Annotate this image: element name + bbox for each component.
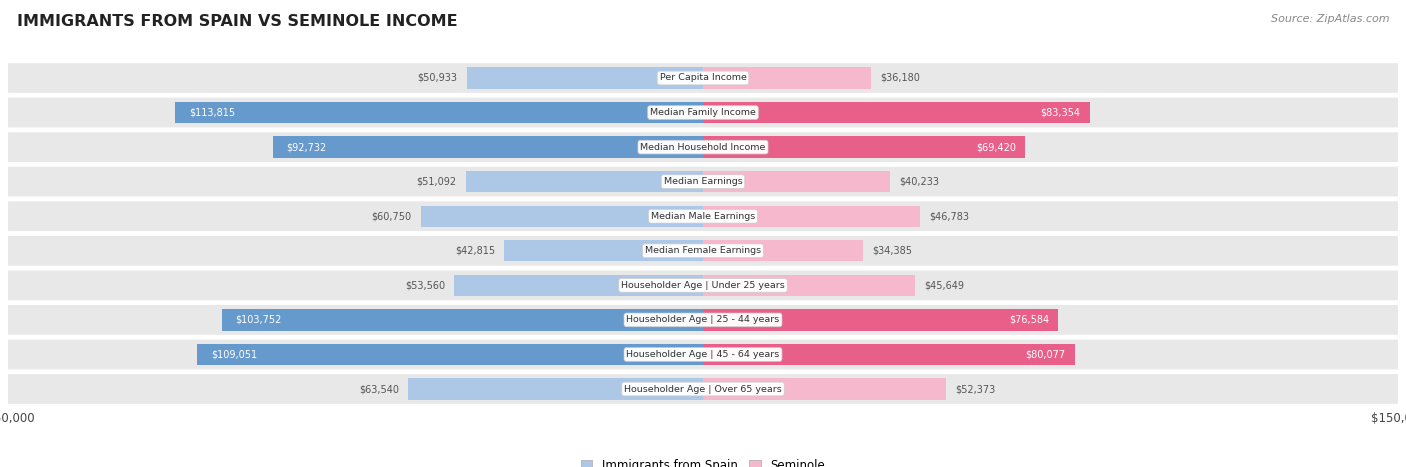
Text: $53,560: $53,560	[405, 280, 446, 290]
Text: IMMIGRANTS FROM SPAIN VS SEMINOLE INCOME: IMMIGRANTS FROM SPAIN VS SEMINOLE INCOME	[17, 14, 457, 29]
Text: $113,815: $113,815	[188, 107, 235, 118]
Bar	[703, 205, 920, 227]
Text: Median Male Earnings: Median Male Earnings	[651, 212, 755, 221]
Text: Source: ZipAtlas.com: Source: ZipAtlas.com	[1271, 14, 1389, 24]
Text: $63,540: $63,540	[359, 384, 399, 394]
Text: $34,385: $34,385	[872, 246, 912, 256]
Bar	[703, 136, 1025, 158]
Bar	[174, 102, 703, 123]
Bar	[703, 240, 862, 262]
Text: $51,092: $51,092	[416, 177, 457, 187]
Bar	[703, 67, 870, 89]
Bar	[703, 275, 915, 296]
Text: $36,180: $36,180	[880, 73, 920, 83]
FancyBboxPatch shape	[7, 97, 1399, 128]
Text: Median Household Income: Median Household Income	[640, 142, 766, 152]
Text: Median Earnings: Median Earnings	[664, 177, 742, 186]
Text: $60,750: $60,750	[371, 211, 412, 221]
Bar	[505, 240, 703, 262]
Bar	[197, 344, 703, 365]
FancyBboxPatch shape	[7, 269, 1399, 301]
Bar	[703, 171, 890, 192]
Bar	[408, 378, 703, 400]
Text: $50,933: $50,933	[418, 73, 457, 83]
Text: Householder Age | 25 - 44 years: Householder Age | 25 - 44 years	[627, 315, 779, 325]
Text: $80,077: $80,077	[1025, 349, 1066, 360]
Bar	[703, 378, 946, 400]
Bar	[273, 136, 703, 158]
Text: Median Family Income: Median Family Income	[650, 108, 756, 117]
Bar	[703, 309, 1059, 331]
FancyBboxPatch shape	[7, 235, 1399, 267]
FancyBboxPatch shape	[7, 339, 1399, 370]
Text: Per Capita Income: Per Capita Income	[659, 73, 747, 83]
Text: $42,815: $42,815	[456, 246, 495, 256]
Text: $103,752: $103,752	[236, 315, 283, 325]
Text: $45,649: $45,649	[924, 280, 965, 290]
Text: $69,420: $69,420	[976, 142, 1015, 152]
Text: Householder Age | 45 - 64 years: Householder Age | 45 - 64 years	[627, 350, 779, 359]
Text: $52,373: $52,373	[955, 384, 995, 394]
FancyBboxPatch shape	[7, 304, 1399, 336]
FancyBboxPatch shape	[7, 373, 1399, 405]
Text: $83,354: $83,354	[1040, 107, 1080, 118]
Text: Householder Age | Over 65 years: Householder Age | Over 65 years	[624, 384, 782, 394]
Bar	[467, 67, 703, 89]
Legend: Immigrants from Spain, Seminole: Immigrants from Spain, Seminole	[576, 454, 830, 467]
Text: $46,783: $46,783	[929, 211, 969, 221]
FancyBboxPatch shape	[7, 131, 1399, 163]
Bar	[222, 309, 703, 331]
FancyBboxPatch shape	[7, 166, 1399, 198]
Text: $40,233: $40,233	[898, 177, 939, 187]
Text: $109,051: $109,051	[211, 349, 257, 360]
Text: Median Female Earnings: Median Female Earnings	[645, 246, 761, 255]
Text: Householder Age | Under 25 years: Householder Age | Under 25 years	[621, 281, 785, 290]
Text: $76,584: $76,584	[1010, 315, 1049, 325]
FancyBboxPatch shape	[7, 62, 1399, 94]
Bar	[454, 275, 703, 296]
Bar	[703, 102, 1090, 123]
Bar	[703, 344, 1074, 365]
Bar	[422, 205, 703, 227]
Bar	[465, 171, 703, 192]
Text: $92,732: $92,732	[287, 142, 328, 152]
FancyBboxPatch shape	[7, 200, 1399, 232]
